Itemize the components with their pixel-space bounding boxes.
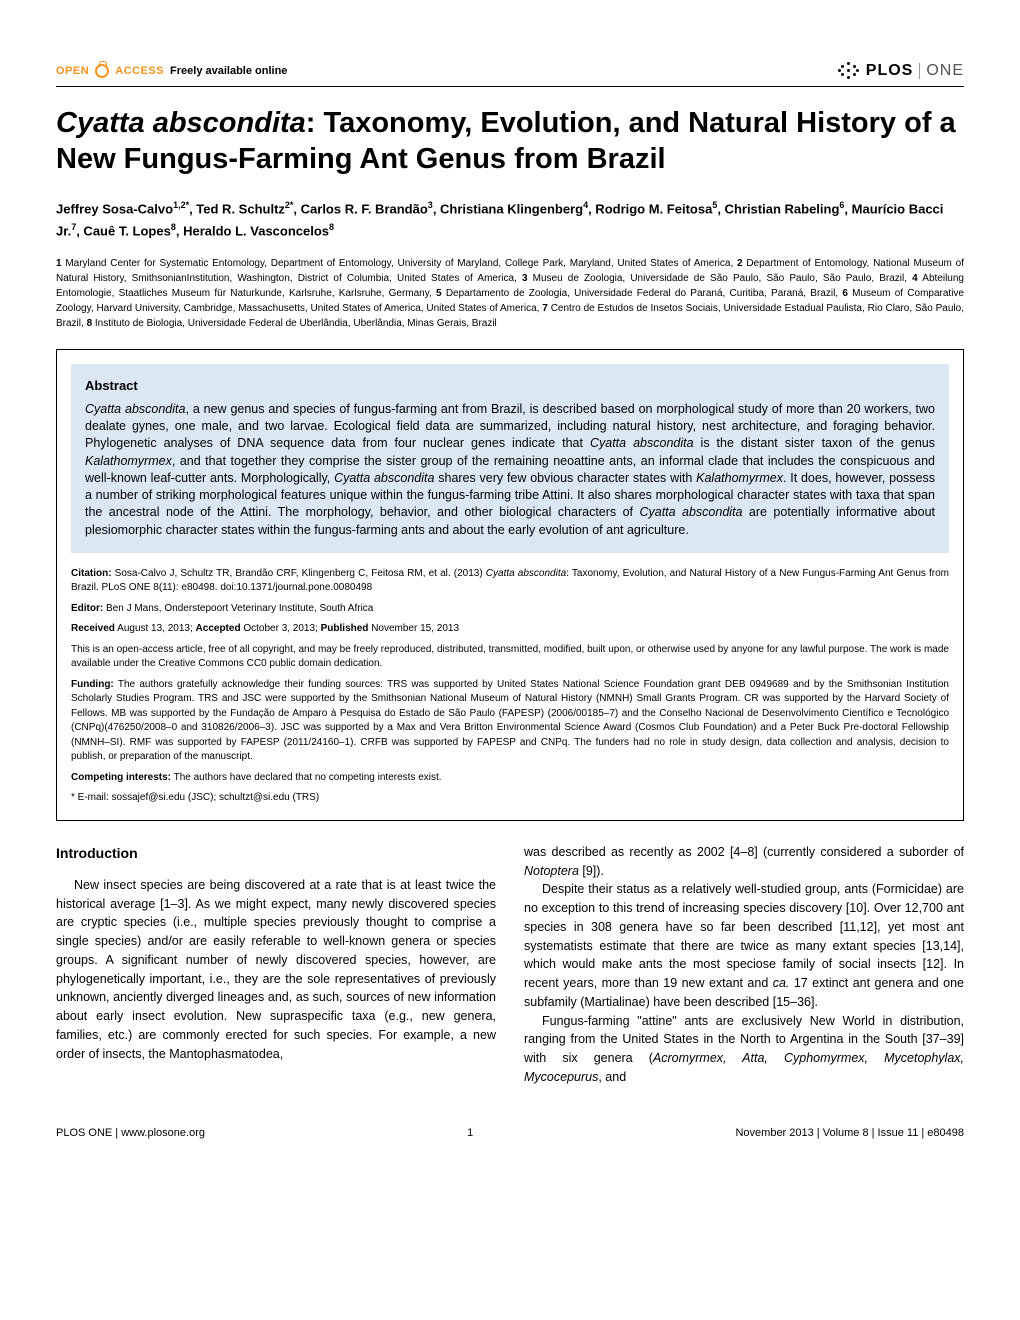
- intro-p2: was described as recently as 2002 [4–8] …: [524, 843, 964, 881]
- journal-logo: PLOS ONE: [838, 60, 964, 82]
- abstract-inner: Abstract Cyatta abscondita, a new genus …: [71, 364, 949, 553]
- page-footer: PLOS ONE | www.plosone.org 1 November 20…: [56, 1127, 964, 1139]
- column-left: Introduction New insect species are bein…: [56, 843, 496, 1087]
- editor: Editor: Ben J Mans, Onderstepoort Veteri…: [71, 602, 949, 617]
- intro-p1: New insect species are being discovered …: [56, 876, 496, 1064]
- freely-available-label: Freely available online: [170, 65, 287, 77]
- corresponding-email: * E-mail: sossajef@si.edu (JSC); schultz…: [71, 791, 949, 806]
- article-meta: Citation: Sosa-Calvo J, Schultz TR, Bran…: [71, 567, 949, 806]
- abstract-heading: Abstract: [85, 378, 935, 401]
- column-right: was described as recently as 2002 [4–8] …: [524, 843, 964, 1087]
- plos-dots-icon: [838, 60, 860, 82]
- competing-interests: Competing interests: The authors have de…: [71, 771, 949, 786]
- footer-page-number: 1: [467, 1127, 473, 1139]
- funding: Funding: The authors gratefully acknowle…: [71, 678, 949, 765]
- intro-p3: Despite their status as a relatively wel…: [524, 880, 964, 1011]
- plos-word: PLOS: [866, 62, 914, 80]
- header-bar: OPEN ACCESS Freely available online PLOS…: [56, 60, 964, 87]
- abstract-box: Abstract Cyatta abscondita, a new genus …: [56, 349, 964, 821]
- citation: Citation: Sosa-Calvo J, Schultz TR, Bran…: [71, 567, 949, 596]
- open-access-lock-icon: [95, 64, 109, 78]
- logo-divider: [919, 63, 920, 79]
- body-columns: Introduction New insect species are bein…: [56, 843, 964, 1087]
- article-title: Cyatta abscondita: Taxonomy, Evolution, …: [56, 105, 964, 178]
- page: OPEN ACCESS Freely available online PLOS…: [0, 0, 1020, 1179]
- affiliations: 1 Maryland Center for Systematic Entomol…: [56, 256, 964, 331]
- open-label: OPEN: [56, 65, 89, 77]
- introduction-heading: Introduction: [56, 843, 496, 864]
- license: This is an open-access article, free of …: [71, 643, 949, 672]
- dates: Received August 13, 2013; Accepted Octob…: [71, 622, 949, 637]
- title-species: Cyatta abscondita: [56, 107, 306, 139]
- footer-left: PLOS ONE | www.plosone.org: [56, 1127, 205, 1139]
- authors-list: Jeffrey Sosa-Calvo1,2*, Ted R. Schultz2*…: [56, 198, 964, 242]
- footer-right: November 2013 | Volume 8 | Issue 11 | e8…: [735, 1127, 964, 1139]
- open-access-badge: OPEN ACCESS Freely available online: [56, 64, 287, 78]
- access-label: ACCESS: [115, 65, 164, 77]
- plos-one-word: ONE: [926, 62, 964, 80]
- abstract-text: Cyatta abscondita, a new genus and speci…: [71, 401, 949, 553]
- intro-p4: Fungus-farming "attine" ants are exclusi…: [524, 1012, 964, 1087]
